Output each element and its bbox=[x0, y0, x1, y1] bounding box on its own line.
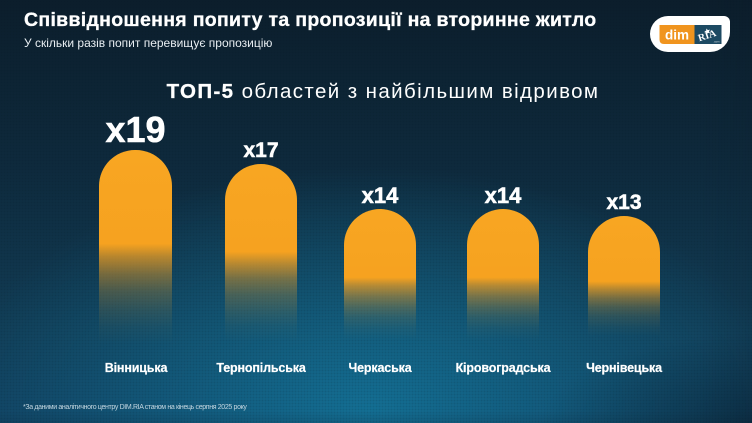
svg-text:RIA: RIA bbox=[697, 28, 719, 44]
svg-text:.com: .com bbox=[713, 39, 720, 43]
svg-text:dim: dim bbox=[665, 28, 689, 43]
